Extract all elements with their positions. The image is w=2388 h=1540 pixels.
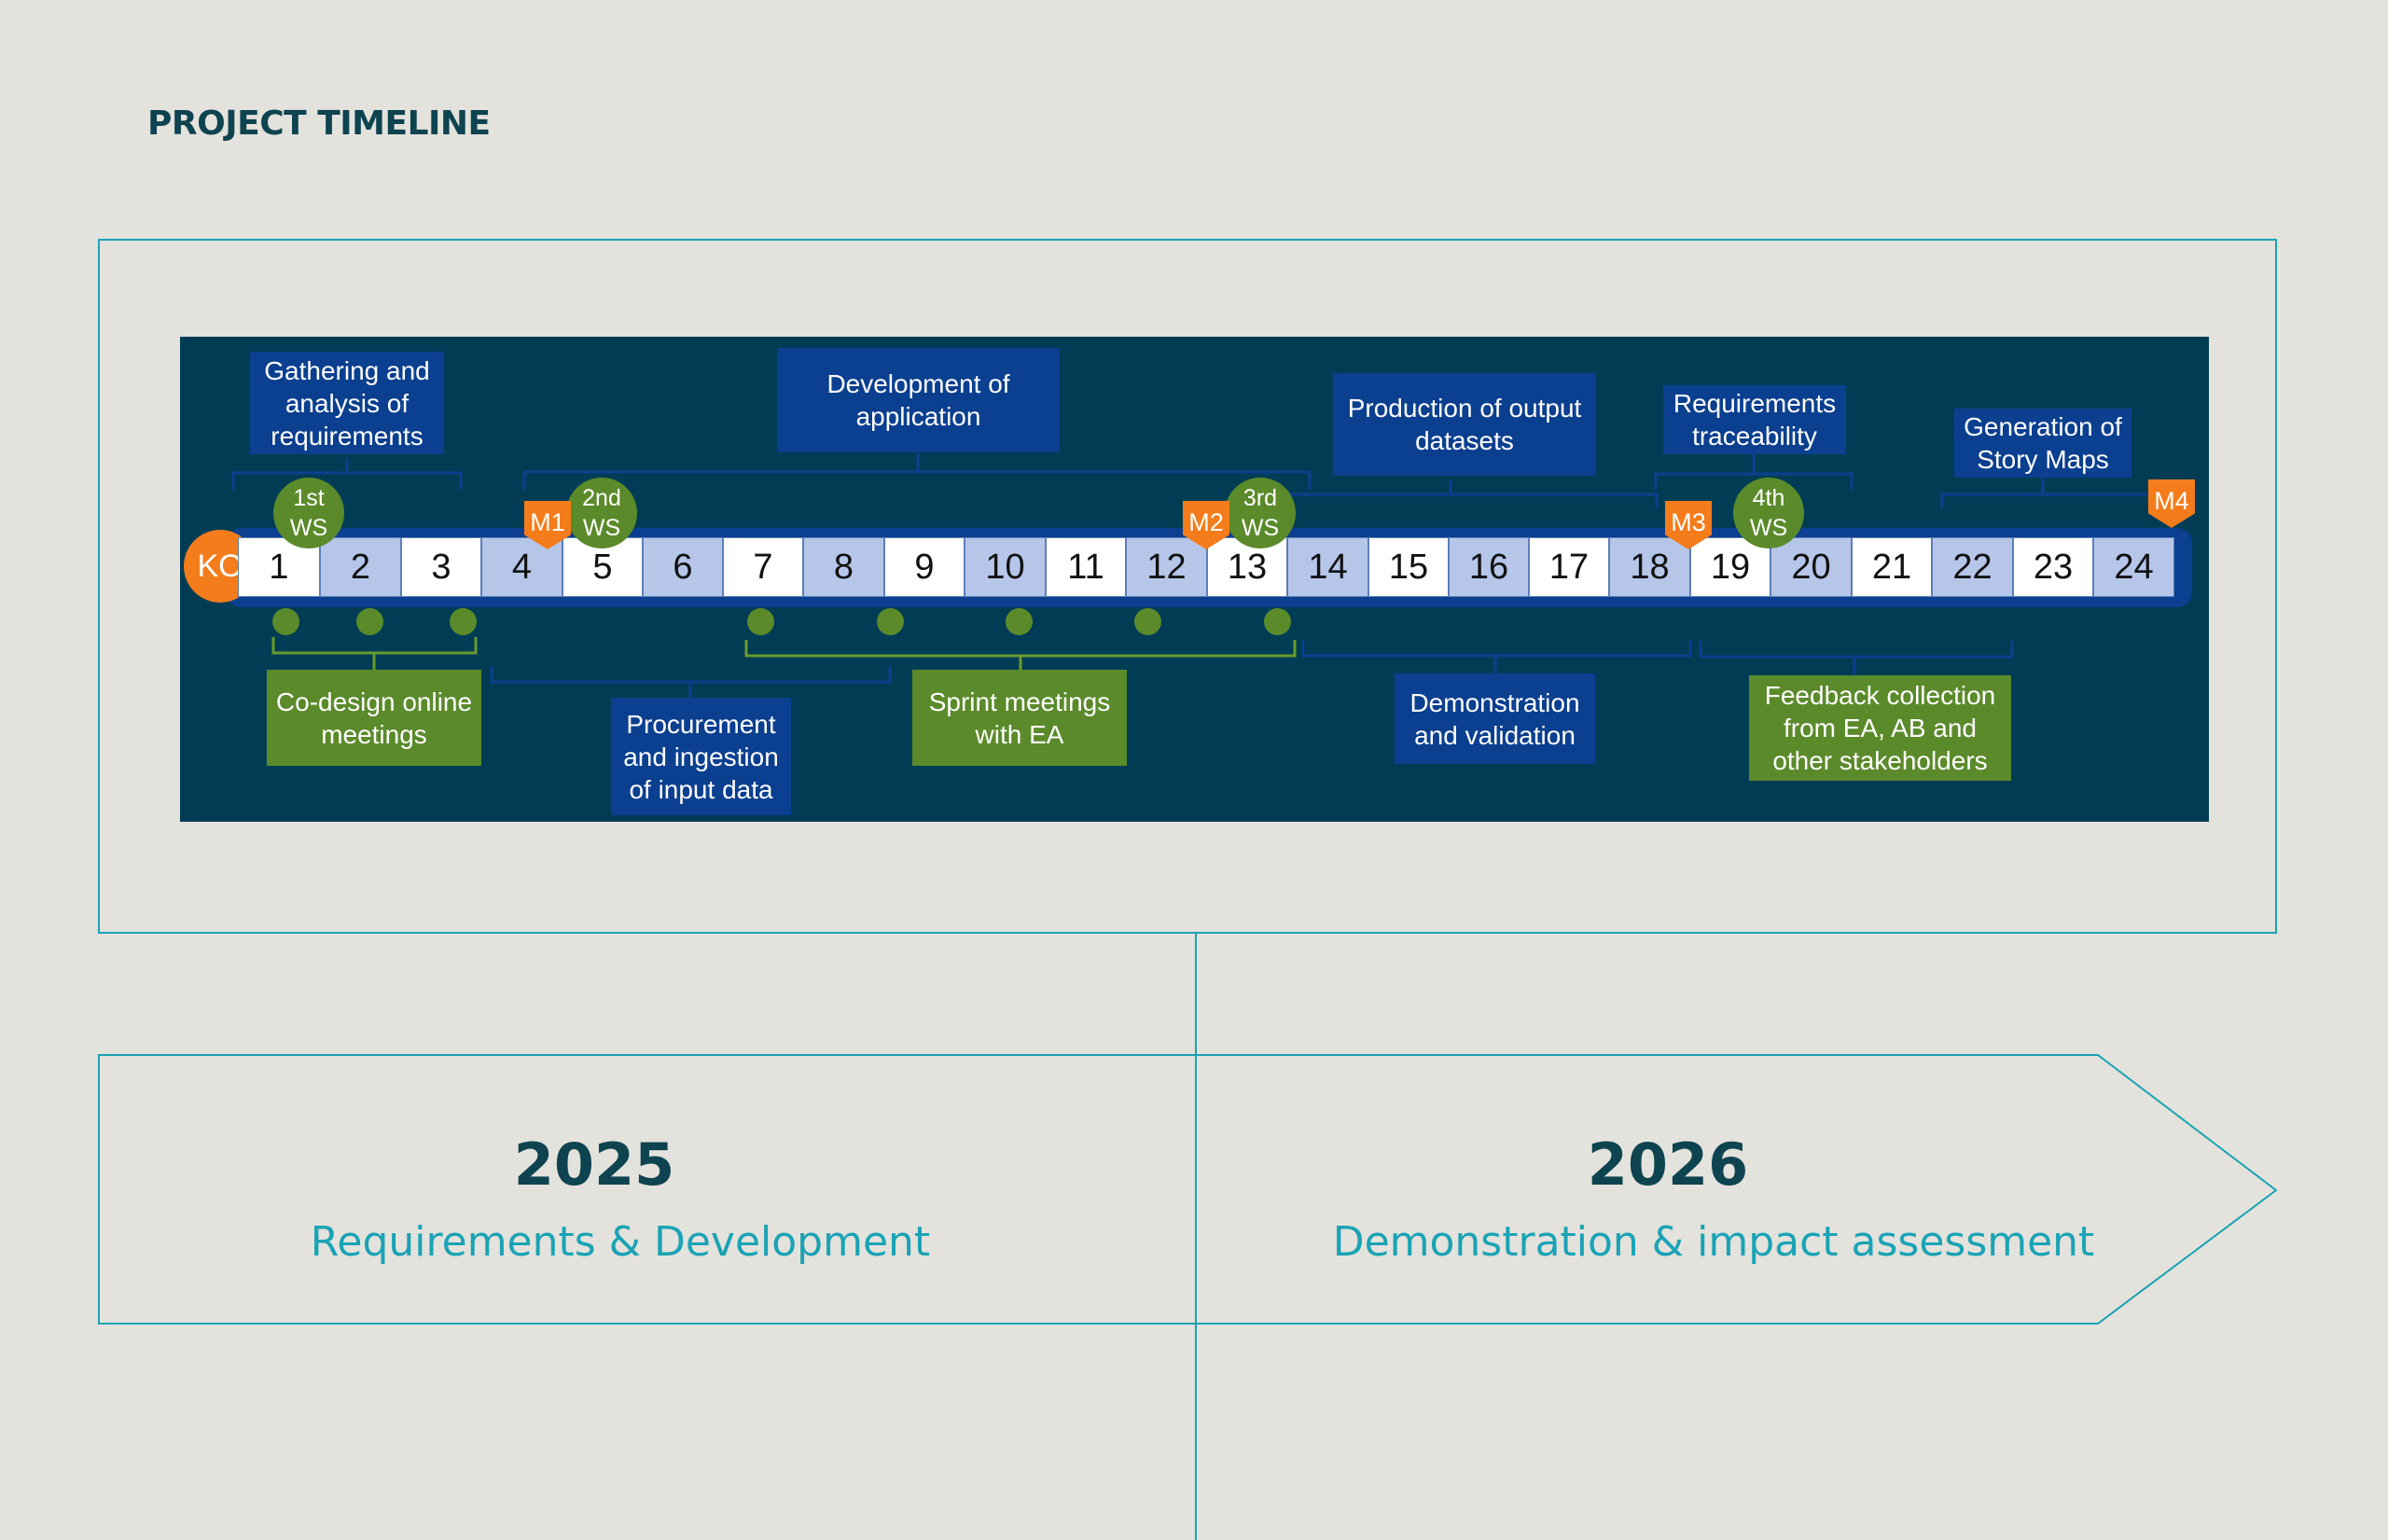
month-cell: 21	[1852, 537, 1932, 597]
activity-label: and validation	[1414, 720, 1576, 750]
activity-label: datasets	[1415, 426, 1514, 455]
workshop-label: 4th	[1752, 485, 1785, 511]
activity-label: of input data	[629, 774, 773, 804]
month-cell: 6	[643, 537, 723, 597]
month-cell: 22	[1932, 537, 2013, 597]
month-cell: 20	[1770, 537, 1852, 597]
workshop-marker: 3rd WS	[1225, 478, 1296, 548]
workshop-label: 2nd	[582, 485, 621, 511]
month-cell: 24	[2093, 537, 2174, 597]
activity-label: Story Maps	[1977, 445, 2109, 474]
activity-label: Sprint meetings	[928, 687, 1111, 716]
phase-year-2026: 2026	[1587, 1131, 1749, 1199]
activity-codesign-meetings: Co-design online meetings	[267, 670, 481, 766]
month-cell: 8	[803, 537, 884, 597]
activity-procurement-input-data: Procurement and ingestion of input data	[611, 698, 791, 815]
activity-feedback-collection: Feedback collection from EA, AB and othe…	[1749, 675, 2011, 781]
activity-production-datasets: Production of output datasets	[1333, 373, 1596, 476]
activity-label: Gathering and	[264, 355, 430, 385]
activity-gathering-requirements: Gathering and analysis of requirements	[250, 352, 444, 454]
month-cell: 2	[320, 537, 401, 597]
activity-label: traceability	[1692, 422, 1817, 451]
activity-label: Feedback collection	[1764, 681, 1996, 710]
meeting-dot	[1264, 608, 1291, 635]
activity-label: Production of output	[1347, 394, 1582, 423]
workshop-label: 1st	[293, 485, 325, 511]
phase-label-2025: Requirements & Development	[310, 1218, 931, 1266]
meeting-dot	[272, 608, 299, 635]
activity-development-application: Development of application	[777, 348, 1060, 452]
month-cell: 14	[1287, 537, 1368, 597]
month-cell: 11	[1046, 537, 1126, 597]
year-divider	[1195, 934, 1197, 1540]
activity-label: and ingestion	[623, 742, 779, 771]
workshop-marker: 1st WS	[273, 478, 344, 548]
month-cell: 19	[1690, 537, 1770, 597]
activity-sprint-meetings: Sprint meetings with EA	[912, 670, 1127, 766]
activity-label: Generation of	[1964, 412, 2122, 441]
page-title: PROJECT TIMELINE	[147, 104, 491, 143]
activity-label: Requirements	[1673, 389, 1837, 418]
meeting-dot	[877, 608, 904, 635]
activity-demonstration-validation: Demonstration and validation	[1395, 673, 1595, 764]
activity-label: with EA	[975, 719, 1064, 749]
month-cell: 16	[1449, 537, 1529, 597]
month-cell: 15	[1368, 537, 1449, 597]
activity-label: other stakeholders	[1772, 746, 1988, 775]
activity-label: Co-design online	[275, 687, 473, 716]
workshop-label: WS	[289, 515, 328, 541]
month-cell: 12	[1126, 537, 1207, 597]
month-cell: 9	[884, 537, 965, 597]
activity-label: Development of	[826, 369, 1010, 398]
activity-story-maps: Generation of Story Maps	[1954, 409, 2131, 478]
meeting-dot	[450, 608, 477, 635]
phase-year-2025: 2025	[513, 1131, 675, 1199]
month-cell: 4	[481, 537, 562, 597]
phase-label-2026: Demonstration & impact assessment	[1332, 1218, 2095, 1266]
timeline-frame	[98, 239, 2277, 934]
activity-label: Demonstration	[1409, 687, 1580, 717]
activity-label: application	[855, 402, 981, 431]
activity-label: Procurement	[626, 709, 776, 739]
activity-label: analysis of	[285, 388, 410, 418]
activity-label: from EA, AB and	[1784, 714, 1977, 742]
month-cell: 7	[723, 537, 803, 597]
meeting-dot	[747, 608, 774, 635]
meeting-dot	[356, 608, 383, 635]
workshop-marker: 2nd WS	[566, 478, 637, 548]
workshop-marker: 4th WS	[1733, 478, 1804, 548]
meeting-dot	[1134, 608, 1161, 635]
month-cell: 3	[401, 537, 481, 597]
workshop-label: WS	[582, 515, 621, 541]
activity-requirements-traceability: Requirements traceability	[1663, 385, 1846, 454]
month-cell: 17	[1529, 537, 1609, 597]
month-cell: 13	[1207, 537, 1287, 597]
month-cell: 18	[1609, 537, 1690, 597]
workshop-label: WS	[1241, 515, 1280, 541]
meeting-dot	[1006, 608, 1033, 635]
workshop-label: WS	[1749, 515, 1788, 541]
month-cell: 23	[2013, 537, 2093, 597]
activity-label: requirements	[271, 421, 423, 451]
workshop-label: 3rd	[1243, 485, 1278, 511]
activity-label: meetings	[321, 719, 427, 749]
month-cell: 10	[965, 537, 1046, 597]
